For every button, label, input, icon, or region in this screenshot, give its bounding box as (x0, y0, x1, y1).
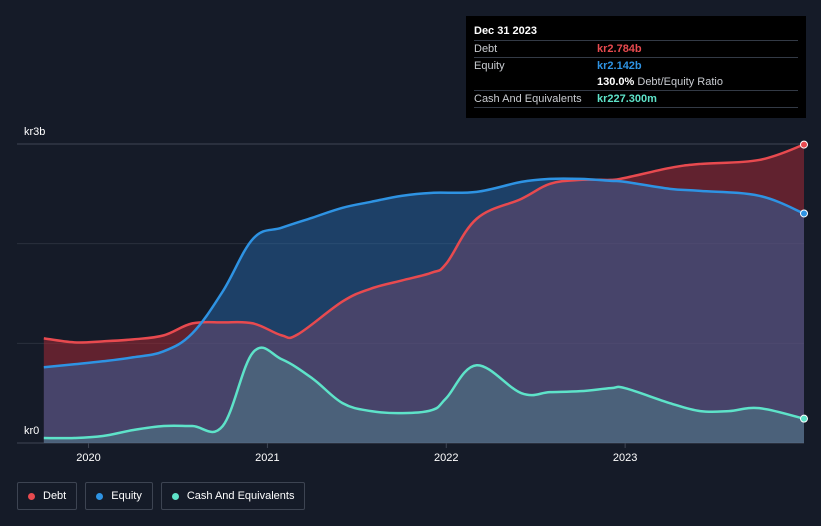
tooltip-cash-value: kr227.300m (597, 93, 657, 105)
debt-line (43, 143, 805, 344)
cash-dot-icon (171, 492, 179, 500)
tooltip-cash-label: Cash And Equivalents (474, 93, 582, 105)
legend-item-debt[interactable]: Debt (17, 482, 78, 510)
debt-end-point (800, 140, 808, 149)
y-axis: kr3b kr0 (24, 126, 45, 437)
tooltip-row-debt: Debt kr2.784b (474, 41, 798, 58)
legend-label-debt: Debt (43, 490, 67, 502)
legend-label-cash: Cash And Equivalents (186, 490, 295, 502)
legend-item-equity[interactable]: Equity (85, 482, 153, 510)
tooltip-equity-value: kr2.142b (597, 60, 642, 72)
x-axis: 2020 2021 2022 2023 (76, 443, 637, 464)
cash-and-equivalents-line (43, 346, 805, 440)
tooltip-ratio-value: 130.0% (597, 76, 635, 88)
tooltip-row-equity: Equity kr2.142b (474, 58, 798, 74)
tooltip-row-ratio: 130.0% Debt/Equity Ratio (474, 74, 798, 91)
debt-area (43, 144, 805, 443)
tooltip-ratio-label: Debt/Equity Ratio (637, 76, 723, 88)
legend-label-equity: Equity (111, 490, 142, 502)
series-areas (43, 144, 805, 444)
tooltip-date: Dec 31 2023 (474, 22, 798, 41)
equity-line (43, 177, 805, 369)
end-markers (800, 140, 808, 423)
x-tick-label: 2020 (76, 452, 100, 464)
x-tick-label: 2022 (434, 452, 458, 464)
legend-item-cash[interactable]: Cash And Equivalents (160, 482, 306, 510)
equity-end-point (800, 209, 808, 218)
x-tick-label: 2021 (255, 452, 279, 464)
cash-and-equivalents-area (43, 347, 805, 443)
series-lines (43, 143, 805, 440)
tooltip-panel: Dec 31 2023 Debt kr2.784b Equity kr2.142… (466, 16, 806, 118)
tooltip-row-cash: Cash And Equivalents kr227.300m (474, 91, 798, 108)
cash-and-equivalents-end-point (800, 414, 808, 423)
legend: Debt Equity Cash And Equivalents (17, 482, 306, 510)
equity-area (43, 178, 805, 444)
equity-dot-icon (96, 492, 104, 500)
y-tick-label: kr3b (24, 126, 45, 138)
debt-dot-icon (28, 492, 35, 500)
tooltip-equity-label: Equity (474, 60, 505, 72)
tooltip-debt-label: Debt (474, 43, 498, 55)
x-tick-label: 2023 (613, 452, 637, 464)
tooltip-debt-value: kr2.784b (597, 43, 642, 55)
y-tick-label: kr0 (24, 425, 39, 437)
